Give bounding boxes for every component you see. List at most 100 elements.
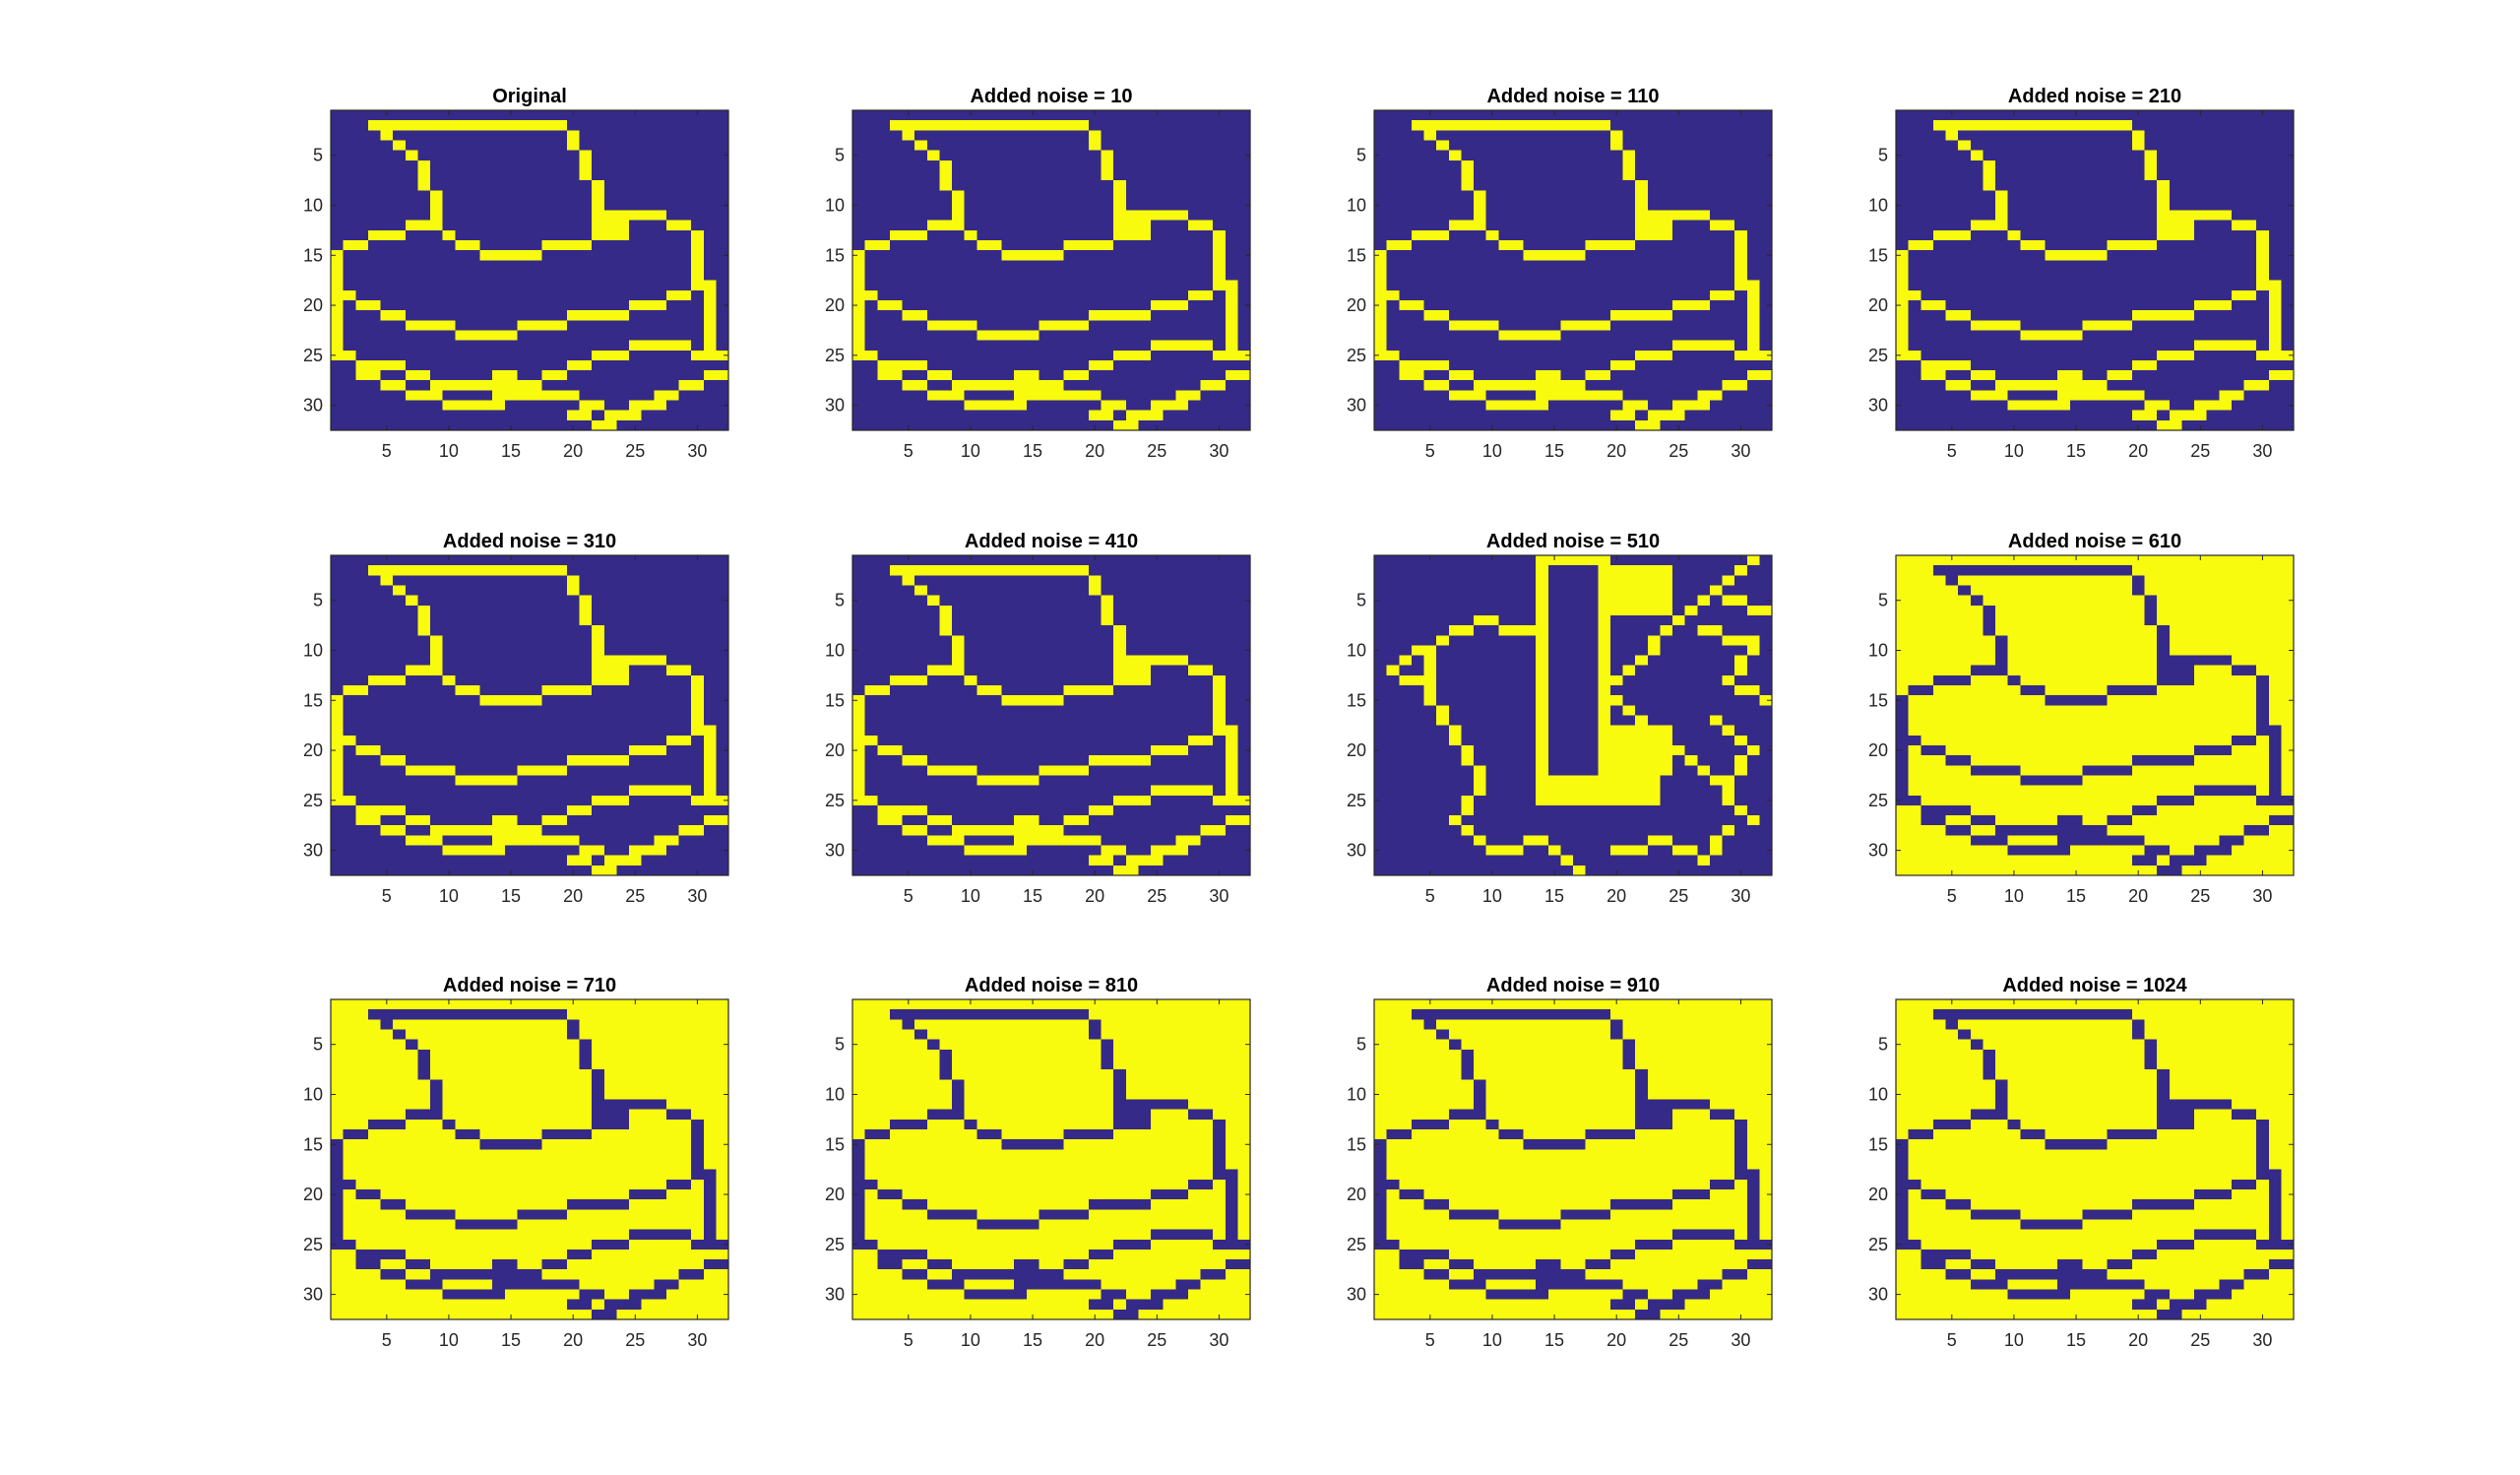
heatmap-cell bbox=[1598, 160, 1611, 171]
heatmap-cell bbox=[1635, 120, 1649, 131]
heatmap-cell bbox=[442, 595, 456, 607]
heatmap-cell bbox=[1958, 380, 1972, 391]
heatmap-cell bbox=[691, 695, 705, 706]
heatmap-cell bbox=[331, 565, 345, 576]
heatmap-cell bbox=[1200, 410, 1214, 421]
heatmap-cell bbox=[2107, 370, 2120, 381]
heatmap-cell bbox=[2069, 240, 2083, 251]
heatmap-cell bbox=[380, 380, 394, 391]
heatmap-cell bbox=[530, 370, 543, 381]
heatmap-cell bbox=[1448, 250, 1462, 261]
heatmap-cell bbox=[1970, 210, 1984, 222]
heatmap-cell bbox=[1151, 250, 1165, 261]
heatmap-cell bbox=[1001, 390, 1015, 402]
heatmap-cell bbox=[603, 705, 617, 717]
heatmap-cell bbox=[331, 775, 345, 787]
heatmap-cell bbox=[442, 180, 456, 191]
heatmap-cell bbox=[393, 565, 407, 576]
heatmap-cell bbox=[1001, 340, 1015, 352]
heatmap-cell bbox=[1759, 390, 1773, 402]
heatmap-cell bbox=[479, 210, 493, 222]
heatmap-cell bbox=[2194, 410, 2208, 421]
heatmap-cell bbox=[1386, 359, 1400, 371]
heatmap-cell bbox=[2231, 310, 2245, 321]
heatmap-cell bbox=[579, 190, 593, 202]
heatmap-cell bbox=[2268, 340, 2282, 352]
heatmap-cell bbox=[1945, 380, 1959, 391]
heatmap-cell bbox=[1386, 280, 1400, 291]
heatmap-cell bbox=[678, 310, 692, 321]
heatmap-cell bbox=[2007, 120, 2021, 131]
heatmap-cell bbox=[479, 674, 493, 686]
heatmap-cell bbox=[964, 370, 977, 381]
heatmap-cell bbox=[1088, 140, 1102, 152]
heatmap-cell bbox=[1672, 410, 1686, 421]
heatmap-cell bbox=[442, 380, 456, 391]
heatmap-cell bbox=[1983, 220, 1996, 231]
heatmap-cell bbox=[1908, 370, 1922, 381]
heatmap-cell bbox=[603, 555, 617, 566]
heatmap-cell bbox=[592, 250, 605, 261]
heatmap-cell bbox=[442, 150, 456, 161]
heatmap-cell bbox=[331, 180, 345, 191]
heatmap-cell bbox=[1163, 110, 1176, 121]
heatmap-cell bbox=[2144, 169, 2158, 181]
heatmap-cell bbox=[393, 229, 407, 241]
heatmap-cell bbox=[2206, 250, 2220, 261]
heatmap-cell bbox=[1722, 350, 1735, 361]
heatmap-cell bbox=[1187, 370, 1202, 381]
heatmap-cell bbox=[1014, 150, 1028, 161]
heatmap-cell bbox=[1026, 390, 1040, 402]
heatmap-cell bbox=[691, 310, 705, 321]
heatmap-cell bbox=[1932, 299, 1947, 311]
heatmap-cell bbox=[641, 715, 655, 727]
heatmap-cell bbox=[530, 419, 543, 431]
heatmap-cell bbox=[554, 645, 568, 657]
heatmap-cell bbox=[479, 169, 493, 181]
heatmap-cell bbox=[1175, 419, 1189, 431]
heatmap-cell bbox=[1660, 229, 1673, 241]
heatmap-cell bbox=[1101, 280, 1114, 291]
heatmap-cell bbox=[902, 250, 915, 261]
heatmap-cell bbox=[1213, 130, 1227, 142]
heatmap-cell bbox=[1598, 180, 1611, 191]
heatmap-cell bbox=[566, 625, 581, 636]
heatmap-cell bbox=[2082, 260, 2096, 272]
heatmap-cell bbox=[331, 705, 345, 717]
heatmap-cell bbox=[976, 250, 990, 261]
heatmap-cell bbox=[405, 150, 418, 161]
heatmap-cell bbox=[665, 150, 680, 161]
heatmap-cell bbox=[393, 674, 407, 686]
heatmap-cell bbox=[1063, 200, 1077, 212]
heatmap-cell bbox=[541, 280, 555, 291]
heatmap-cell bbox=[603, 260, 617, 272]
heatmap-cell bbox=[1510, 210, 1525, 222]
heatmap-cell bbox=[1076, 359, 1090, 371]
heatmap-cell bbox=[1908, 380, 1922, 391]
heatmap-cell bbox=[417, 140, 431, 152]
heatmap-cell bbox=[641, 330, 655, 342]
heatmap-cell bbox=[1983, 169, 1996, 181]
heatmap-cell bbox=[1063, 400, 1077, 412]
heatmap-cell bbox=[1547, 400, 1561, 412]
heatmap-cell bbox=[2206, 190, 2220, 202]
heatmap-cell bbox=[492, 180, 506, 191]
heatmap-cell bbox=[417, 260, 431, 272]
heatmap-cell bbox=[367, 555, 382, 566]
heatmap-cell bbox=[1163, 169, 1176, 181]
heatmap-cell bbox=[1399, 220, 1413, 231]
heatmap-cell bbox=[530, 705, 543, 717]
heatmap-cell bbox=[616, 289, 630, 301]
heatmap-cell bbox=[1436, 320, 1450, 332]
heatmap-cell bbox=[504, 585, 518, 597]
heatmap-cell bbox=[1672, 110, 1686, 121]
heatmap-cell bbox=[641, 674, 655, 686]
heatmap-cell bbox=[1709, 220, 1724, 231]
heatmap-cell bbox=[1374, 390, 1388, 402]
heatmap-cell bbox=[1672, 380, 1686, 391]
heatmap-cell bbox=[355, 765, 369, 777]
heatmap-cell bbox=[1746, 400, 1760, 412]
heatmap-cell bbox=[479, 240, 493, 251]
heatmap-cell bbox=[1585, 330, 1599, 342]
heatmap-cell bbox=[1908, 270, 1922, 282]
